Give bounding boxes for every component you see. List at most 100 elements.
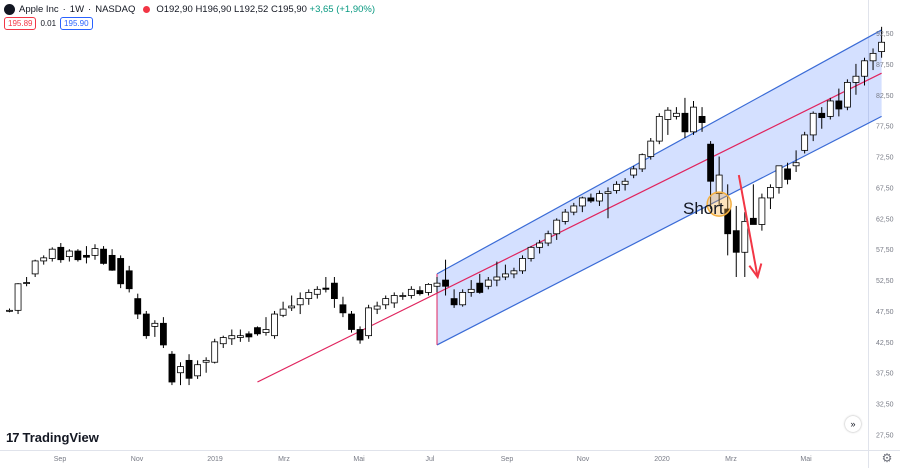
candle-body: [23, 282, 31, 284]
candle-body: [655, 115, 663, 142]
scroll-to-realtime-button[interactable]: »: [845, 416, 861, 432]
candle-body: [416, 290, 424, 295]
candle-body: [228, 335, 236, 340]
buy-button[interactable]: 195.90: [60, 17, 93, 30]
sell-button[interactable]: 195.89: [4, 17, 37, 30]
candle-body: [561, 211, 569, 222]
ohlc-values: O192,90 H196,90 L192,52 C195,90 +3,65 (+…: [156, 4, 375, 15]
exchange: NASDAQ: [95, 3, 136, 15]
x-tick-label: Mai: [800, 456, 812, 463]
candle-body: [484, 279, 492, 287]
candle-body: [254, 327, 261, 335]
candle-body: [852, 75, 860, 83]
candle-body: [348, 313, 355, 330]
candle-body: [262, 329, 270, 333]
candle-body: [356, 329, 364, 341]
trade-buttons: 195.89 0.01 195.90: [4, 17, 93, 30]
open-value: O192,90: [156, 3, 193, 15]
y-tick-label: 62,50: [876, 216, 894, 223]
candle-body: [784, 168, 791, 180]
candle-body: [330, 282, 338, 300]
x-tick-label: Mrz: [278, 456, 290, 463]
interval[interactable]: 1W: [69, 3, 85, 15]
candle-body: [767, 187, 774, 199]
candle-body: [159, 322, 167, 346]
short-entry-marker[interactable]: [706, 191, 732, 217]
candle-body: [74, 250, 82, 261]
candle-body: [621, 180, 629, 185]
candle-body: [715, 174, 723, 194]
candle-body: [459, 292, 467, 306]
candle-body: [442, 279, 449, 287]
x-tick-label: 2020: [654, 456, 670, 463]
y-tick-label: 27,50: [876, 433, 894, 440]
candle-body: [339, 304, 347, 314]
y-tick-label: 42,50: [876, 340, 894, 347]
apple-logo-icon: [4, 3, 15, 15]
candle-body: [536, 242, 543, 248]
candle-body: [219, 337, 227, 345]
candle-body: [664, 109, 672, 120]
candle-body: [501, 273, 509, 278]
x-tick-label: Mrz: [725, 456, 737, 463]
change-value: +3,65 (+1,90%): [309, 3, 376, 15]
candle-body: [211, 341, 219, 363]
high-value: H196,90: [195, 3, 232, 15]
candle-body: [185, 359, 193, 379]
x-tick-label: Nov: [131, 456, 144, 463]
channel-lower-line[interactable]: [436, 115, 882, 346]
candle-body: [450, 298, 458, 306]
y-tick-label: 67,50: [876, 185, 894, 192]
y-tick-label: 57,50: [876, 247, 894, 254]
candle-body: [177, 366, 184, 374]
gear-icon[interactable]: ⚙: [881, 451, 893, 465]
candle-body: [724, 208, 732, 235]
candle-body: [647, 140, 655, 157]
candle-body: [31, 260, 39, 275]
x-tick-label: Sep: [501, 456, 514, 463]
candle-body: [399, 295, 407, 297]
candle-body: [578, 197, 586, 207]
candle-body: [749, 217, 757, 225]
y-tick-label: 37,50: [876, 371, 894, 378]
y-tick-label: 52,50: [876, 278, 894, 285]
candle-body: [271, 313, 278, 337]
candle-body: [433, 282, 441, 287]
candle-body: [382, 298, 390, 306]
candle-body: [91, 248, 99, 256]
candle-body: [861, 60, 868, 77]
candle-body: [638, 154, 646, 170]
candle-body: [6, 309, 13, 312]
market-status-icon: [143, 5, 151, 13]
candle-body: [288, 305, 296, 309]
y-tick-label: 92,50: [876, 31, 894, 38]
candle-body: [792, 162, 800, 167]
trend-line[interactable]: [257, 72, 882, 383]
candle-body: [596, 193, 603, 202]
candle-body: [194, 364, 202, 377]
candle-body: [775, 165, 783, 188]
short-label: Short: [683, 199, 724, 218]
legend-header: Apple Inc · 1W · NASDAQ O192,90 H196,90 …: [4, 2, 375, 16]
candle-body: [869, 52, 877, 62]
candle-body: [305, 292, 313, 300]
y-tick-label: 47,50: [876, 309, 894, 316]
candle-body: [83, 254, 90, 258]
candle-body: [202, 359, 210, 363]
candle-body: [125, 270, 133, 290]
candle-body: [732, 230, 740, 253]
candle-body: [741, 220, 749, 253]
candle-body: [467, 288, 475, 293]
candle-body: [100, 248, 107, 264]
candle-body: [878, 41, 885, 52]
y-tick-label: 77,50: [876, 124, 894, 131]
candle-body: [519, 258, 526, 272]
candle-body: [365, 307, 373, 337]
tradingview-logo[interactable]: 17 TradingView: [6, 430, 99, 445]
candle-body: [604, 191, 612, 194]
candle-body: [322, 287, 330, 290]
symbol-name[interactable]: Apple Inc: [19, 3, 59, 15]
channel-upper-line[interactable]: [436, 29, 882, 275]
short-arrow-shaft[interactable]: [737, 174, 759, 278]
